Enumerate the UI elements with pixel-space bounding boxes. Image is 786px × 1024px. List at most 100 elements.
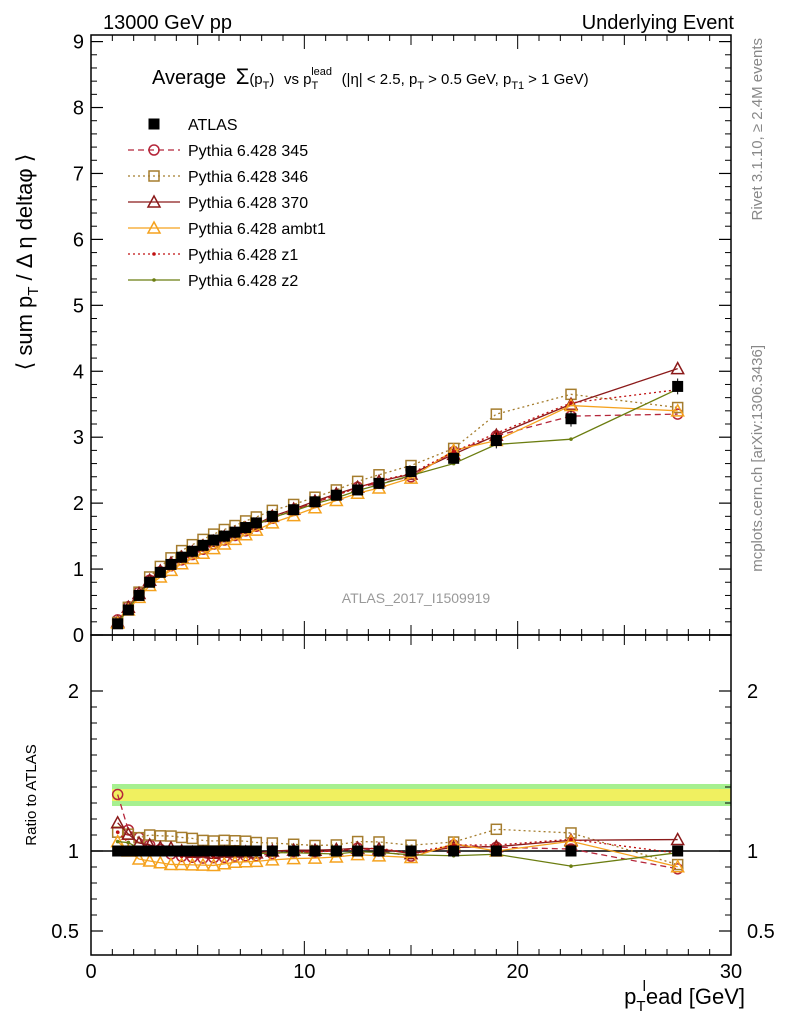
legend-item-z2: Pythia 6.428 z2 [128, 273, 298, 290]
x-tick-label: 10 [293, 961, 315, 983]
ratio-point-ambt1 [195, 857, 211, 871]
data-point-atlas [240, 522, 252, 534]
legend-label: Pythia 6.428 z1 [188, 247, 298, 264]
data-point-atlas [186, 545, 198, 557]
legend-marker [146, 220, 162, 234]
ratio-point-p346 [490, 823, 503, 836]
legend-label: Pythia 6.428 345 [188, 143, 308, 160]
x-axis-label: pTlead [GeV] [624, 978, 745, 1015]
ratio-point-ambt1 [249, 853, 264, 868]
ratio-point-ambt1 [163, 856, 179, 871]
ratio-point-atlas [112, 845, 124, 857]
ratio-point-p370 [670, 831, 685, 846]
main-panel: 0 1 2 3 4 5 6 7 8 9 Average Σ(pT) vs pTlead (|η| … [12, 32, 732, 647]
ratio-point-atlas [405, 845, 417, 857]
legend-label: Pythia 6.428 346 [188, 169, 308, 186]
ratio-point-atlas [165, 845, 177, 857]
ratio-y-tick-label: 1 [68, 841, 79, 863]
y-tick-label: 2 [73, 493, 84, 515]
data-point-ambt1 [265, 515, 280, 529]
ratio-point-ambt1 [670, 859, 685, 873]
ratio-point-ambt1 [403, 849, 419, 864]
legend-marker [148, 144, 160, 156]
legend-marker [148, 170, 160, 182]
data-point-p346 [671, 401, 684, 414]
data-point-ambt1 [670, 403, 685, 417]
series-atlas [112, 378, 684, 630]
ratio-point-ambt1 [206, 857, 221, 872]
ratio-point-atlas [144, 845, 156, 857]
data-point-atlas [330, 489, 342, 501]
y-tick-label: 4 [73, 361, 84, 383]
ratio-point-z2 [569, 864, 573, 868]
series-p370 [110, 361, 685, 628]
data-point-atlas [197, 539, 209, 551]
legend-label: Pythia 6.428 370 [188, 195, 308, 212]
legend-item-p370: Pythia 6.428 370 [128, 194, 308, 212]
y-tick-label: 5 [73, 295, 84, 317]
legend-marker [148, 118, 160, 130]
legend-item-atlas: ATLAS [148, 117, 238, 134]
ratio-point-atlas [240, 845, 252, 857]
data-point-atlas [490, 434, 502, 446]
ratio-data-layer [110, 788, 685, 875]
data-point-atlas [208, 534, 220, 546]
ratio-y-tick-label: 0.5 [51, 921, 79, 943]
ratio-point-atlas [154, 845, 166, 857]
data-point-ambt1 [403, 470, 419, 484]
ratio-line-ambt1 [117, 840, 678, 868]
ratio-point-ambt1 [142, 853, 157, 867]
data-point-atlas [672, 380, 684, 392]
ratio-point-p370 [121, 826, 136, 840]
rivet-version-label: Rivet 3.1.10, ≥ 2.4M events [749, 38, 766, 221]
data-point-ambt1 [249, 522, 264, 536]
x-tick-label: 20 [507, 961, 529, 983]
legend-marker [152, 252, 156, 256]
legend-label: Pythia 6.428 z2 [188, 273, 298, 290]
plot-title: Average Σ(pT) vs pTlead (|η| < 2.5, pT > … [152, 58, 589, 92]
legend-item-z1: Pythia 6.428 z1 [128, 247, 298, 264]
y-tick-label: 7 [73, 163, 84, 185]
legend-item-ambt1: Pythia 6.428 ambt1 [128, 220, 326, 238]
data-point-atlas [229, 526, 241, 538]
legend-item-p345: Pythia 6.428 345 [128, 143, 308, 160]
data-point-ambt1 [563, 397, 579, 412]
data-point-ambt1 [238, 527, 253, 541]
data-point-atlas [288, 504, 300, 516]
ratio-point-atlas [266, 845, 278, 857]
ratio-point-atlas [133, 845, 145, 857]
ratio-point-atlas [672, 845, 684, 857]
ratio-point-z1 [115, 830, 120, 834]
y-tick-label: 0 [73, 625, 84, 647]
legend-marker [146, 194, 162, 208]
y-tick-label: 8 [73, 98, 84, 120]
ratio-point-atlas [197, 845, 209, 857]
ratio-y-tick-label: 2 [68, 681, 79, 703]
ratio-axis-ticks: 0.5 0.51 12 20 10 20 30 [51, 635, 775, 983]
data-point-atlas [448, 452, 460, 464]
series-line-p345 [117, 413, 678, 621]
series-line-z2 [117, 388, 678, 624]
ratio-point-atlas [208, 845, 220, 857]
data-point-atlas [122, 604, 134, 616]
ratio-point-ambt1 [174, 856, 189, 871]
ratio-point-atlas [218, 845, 230, 857]
ratio-y-tick-label-right: 0.5 [747, 921, 775, 943]
legend-marker [152, 278, 156, 282]
data-point-ambt1 [217, 536, 232, 550]
ratio-point-z1 [569, 837, 573, 842]
ratio-point-p370 [110, 815, 125, 829]
ratio-point-atlas [250, 845, 262, 857]
ratio-point-atlas [330, 845, 342, 857]
ratio-panel: 0.5 0.51 12 20 10 20 30 Ratio to ATLAS [23, 634, 775, 983]
ratio-point-z2 [115, 839, 120, 844]
ratio-point-atlas [122, 845, 134, 857]
data-point-atlas [250, 517, 262, 529]
ratio-point-ambt1 [217, 856, 232, 870]
main-y-axis-label: ⟨ sum pT / Δ η deltaφ ⟩ [12, 154, 42, 371]
legend-label: ATLAS [188, 117, 238, 134]
ratio-point-atlas [309, 845, 321, 857]
y-tick-label: 1 [73, 559, 84, 581]
ratio-point-atlas [352, 845, 364, 857]
data-point-atlas [112, 618, 124, 630]
